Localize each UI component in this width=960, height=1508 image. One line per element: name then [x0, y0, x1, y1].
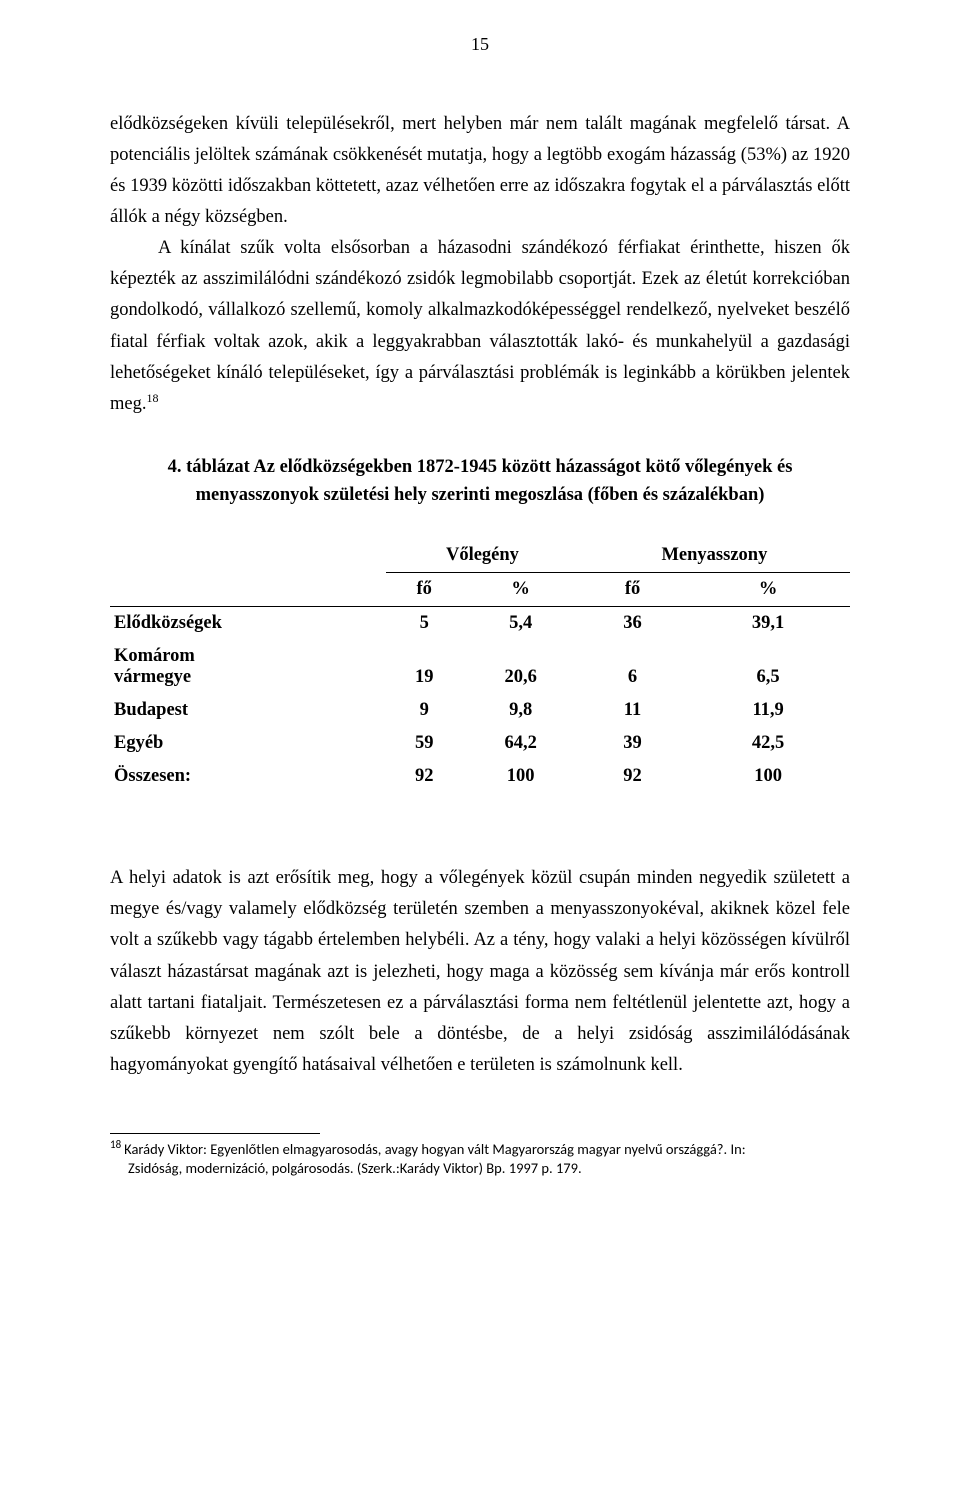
data-table: Vőlegény Menyasszony fő % fő % Elődközsé…	[110, 539, 850, 793]
table-cell: 100	[686, 760, 850, 793]
table-cell: 9	[386, 694, 462, 727]
paragraph-2: A kínálat szűk volta elsősorban a házaso…	[110, 233, 850, 419]
table-unit-header: %	[686, 573, 850, 607]
table-row: Komárom vármegye 19 20,6 6 6,5	[110, 640, 850, 694]
table-row-label: Elődközségek	[110, 607, 386, 641]
table-stub-cell	[110, 539, 386, 573]
table-cell: 100	[462, 760, 578, 793]
table-cell: 6	[579, 640, 686, 694]
table-cell: 5,4	[462, 607, 578, 641]
footnote-separator	[110, 1133, 320, 1134]
table-cell: 19	[386, 640, 462, 694]
table-row: Elődközségek 5 5,4 36 39,1	[110, 607, 850, 641]
table-cell: 64,2	[462, 727, 578, 760]
table-cell: 11	[579, 694, 686, 727]
footnote-line-1: Karády Viktor: Egyenlőtlen elmagyarosodá…	[124, 1140, 745, 1158]
table-cell: 20,6	[462, 640, 578, 694]
table-row: Összesen: 92 100 92 100	[110, 760, 850, 793]
table-group-header: Menyasszony	[579, 539, 850, 573]
table-cell: 59	[386, 727, 462, 760]
table-unit-header: fő	[579, 573, 686, 607]
paragraph-3: A helyi adatok is azt erősítik meg, hogy…	[110, 863, 850, 1081]
table-cell: 92	[386, 760, 462, 793]
table-unit-header: %	[462, 573, 578, 607]
table-cell: 11,9	[686, 694, 850, 727]
paragraph-1: elődközségeken kívüli településekről, me…	[110, 109, 850, 233]
table-group-header: Vőlegény	[386, 539, 579, 573]
footnote-ref-18: 18	[146, 391, 158, 405]
table-unit-header: fő	[386, 573, 462, 607]
table-row-label: Budapest	[110, 694, 386, 727]
table-cell: 9,8	[462, 694, 578, 727]
table-group-header-row: Vőlegény Menyasszony	[110, 539, 850, 573]
body-text-block-1: elődközségeken kívüli településekről, me…	[110, 109, 850, 420]
table-cell: 39,1	[686, 607, 850, 641]
table-row-label: Összesen:	[110, 760, 386, 793]
table-title: 4. táblázat Az elődközségekben 1872-1945…	[110, 454, 850, 540]
paragraph-2-text: A kínálat szűk volta elsősorban a házaso…	[110, 238, 850, 413]
page-number: 15	[110, 34, 850, 55]
table-cell: 6,5	[686, 640, 850, 694]
table-row-label: Komárom vármegye	[110, 640, 386, 694]
table-unit-header-row: fő % fő %	[110, 573, 850, 607]
table-row: Egyéb 59 64,2 39 42,5	[110, 727, 850, 760]
footnote-18: 18Karády Viktor: Egyenlőtlen elmagyaroso…	[110, 1140, 850, 1179]
table-stub-cell	[110, 573, 386, 607]
body-text-block-2: A helyi adatok is azt erősítik meg, hogy…	[110, 863, 850, 1081]
table-cell: 92	[579, 760, 686, 793]
table-cell: 42,5	[686, 727, 850, 760]
footnote-line-2: Zsidóság, modernizáció, polgárosodás. (S…	[110, 1159, 850, 1179]
table-cell: 5	[386, 607, 462, 641]
table-row-label: Egyéb	[110, 727, 386, 760]
table-cell: 39	[579, 727, 686, 760]
table-cell: 36	[579, 607, 686, 641]
table-row: Budapest 9 9,8 11 11,9	[110, 694, 850, 727]
page: 15 elődközségeken kívüli településekről,…	[0, 0, 960, 1508]
footnote-number: 18	[110, 1138, 121, 1151]
